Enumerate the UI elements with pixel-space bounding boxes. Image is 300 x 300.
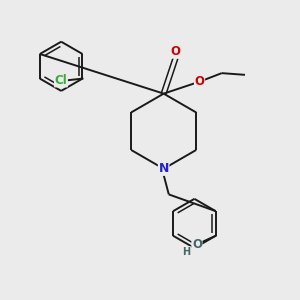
Text: O: O	[192, 238, 202, 251]
Text: H: H	[183, 247, 191, 257]
Text: N: N	[158, 162, 169, 175]
Text: Cl: Cl	[55, 74, 67, 87]
Text: O: O	[171, 45, 181, 58]
Text: O: O	[194, 75, 205, 88]
